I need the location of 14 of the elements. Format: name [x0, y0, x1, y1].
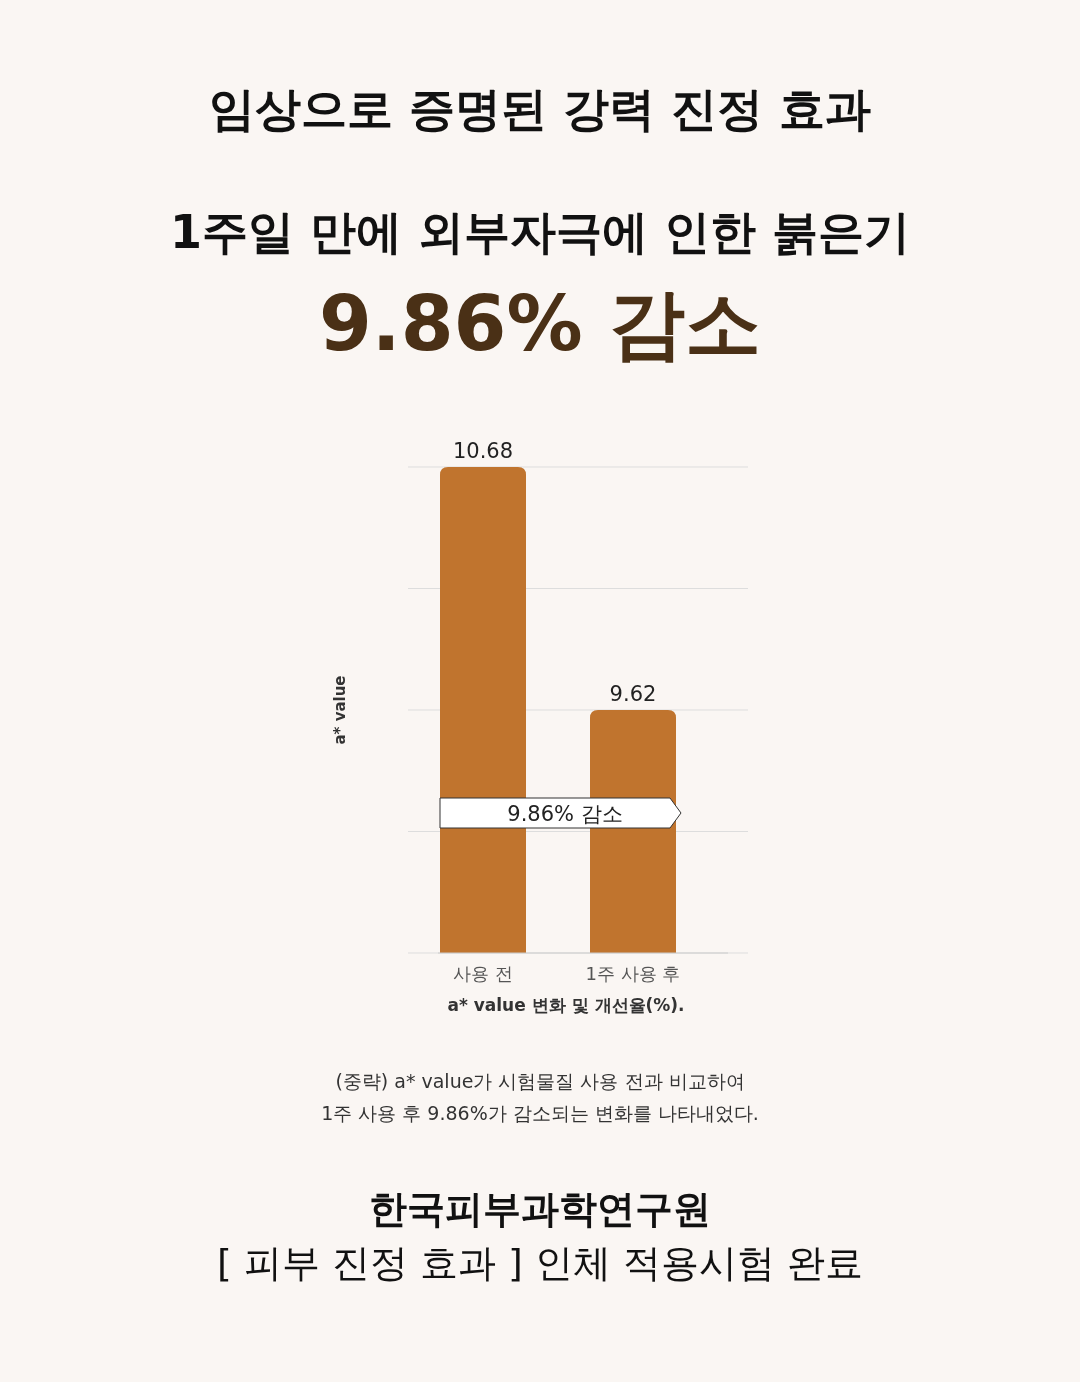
text: 1주 사용 후 9.86%가 감소되는 변화를 나타내었다. — [321, 1102, 759, 1124]
text: 9.86% 감소 — [318, 279, 762, 368]
x-tick-label: 1주 사용 후 — [585, 963, 681, 984]
chart-title: 임상으로 증명된 강력 진정 효과 — [208, 82, 872, 136]
text: 한국피부과학연구원 — [369, 1187, 711, 1231]
text: (중략) a* value가 시험물질 사용 전과 비교하여 — [335, 1070, 745, 1092]
data-label: 9.62 — [609, 682, 657, 706]
x-axis-title: a* value 변화 및 개선율(%). — [447, 995, 685, 1015]
annotation: 9.86% 감소 — [507, 802, 623, 826]
x-tick-label: 사용 전 — [453, 963, 513, 984]
data-label: 10.68 — [452, 439, 514, 463]
y-axis-title: a* value — [331, 675, 349, 745]
chart-subtitle: 1주일 만에 외부자극에 인한 붉은기 — [169, 205, 911, 259]
text: [ 피부 진정 효과 ] 인체 적용시험 완료 — [216, 1241, 864, 1285]
